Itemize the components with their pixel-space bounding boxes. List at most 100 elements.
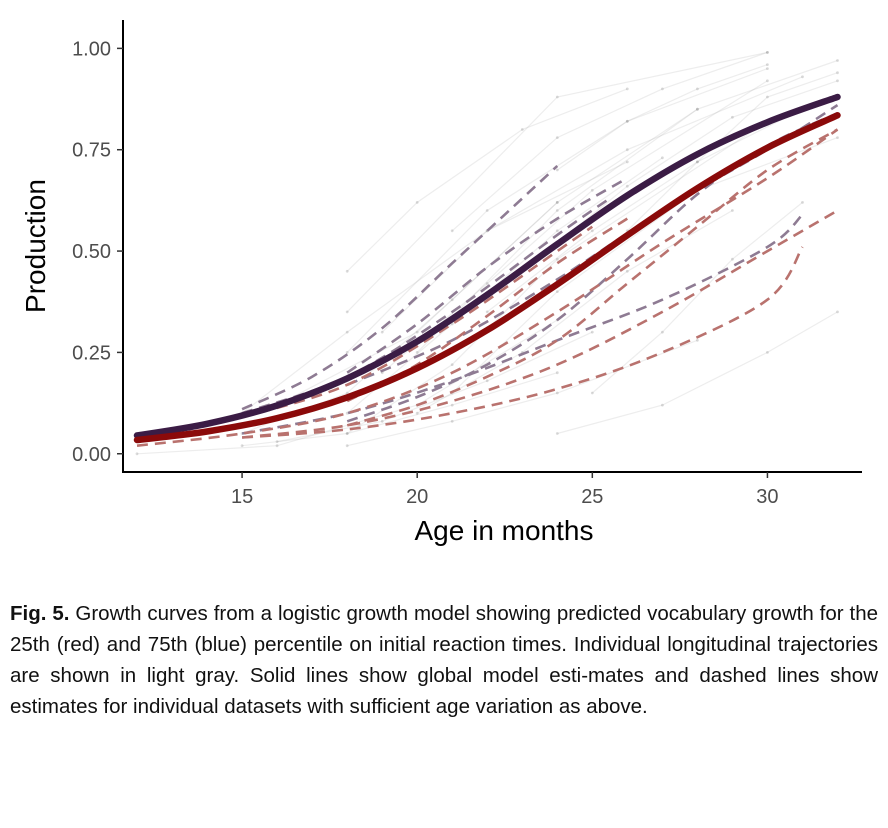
trajectory-point [696,160,699,164]
trajectory-point [625,148,629,152]
trajectory-point [731,115,734,119]
trajectory-line-20 [241,161,628,414]
trajectory-point [766,351,769,354]
trajectory-point [766,67,769,70]
trajectory-point [345,411,349,415]
trajectory-point [450,403,454,407]
trajectory-point [380,330,384,334]
trajectory-point [661,87,664,91]
figure-label: Fig. 5. [10,602,70,625]
trajectory-point [485,379,489,383]
trajectory-point [450,229,454,233]
y-tick-label: 0.00 [72,444,111,466]
trajectory-point [836,59,839,62]
y-tick-label: 0.25 [72,342,111,364]
trajectory-line-24 [276,331,593,443]
trajectory-point [590,229,594,233]
trajectory-point [345,310,349,314]
trajectory-point [590,188,594,192]
trajectory-point [555,290,559,293]
trajectory-point [485,282,489,285]
trajectory-point [450,298,454,302]
trajectory-line-23 [346,51,768,313]
trajectory-point [625,119,629,123]
trajectory-line-13 [346,88,628,272]
trajectory-point [696,107,699,111]
solid-series-2 [133,112,841,444]
global-model-curves [133,93,841,444]
trajectory-point [625,160,629,164]
trajectory-point [520,128,524,131]
trajectory-point [450,363,454,366]
caption-text: Growth curves from a logistic growth mod… [10,602,878,718]
dashed-series-9 [136,128,839,447]
x-tick-label: 15 [231,486,253,508]
trajectory-point [766,79,769,83]
trajectory-point [696,87,699,91]
trajectory-point [345,444,349,448]
trajectory-point [345,351,349,354]
y-tick-label: 0.75 [72,140,111,162]
trajectory-point [661,403,664,407]
figure-caption: Fig. 5. Growth curves from a logistic gr… [10,598,878,722]
trajectory-point [555,371,559,375]
growth-curve-chart: 15 20 25 30 0.00 0.25 0.50 0.75 1.00 Age in mont… [20,20,862,546]
trajectory-point [555,391,559,395]
trajectory-point [415,201,419,204]
trajectory-point [661,156,664,160]
trajectory-point [240,444,244,448]
trajectory-point [275,440,279,443]
trajectory-point [836,79,839,83]
trajectory-point [345,432,349,435]
axes [122,20,862,473]
trajectory-point [555,95,559,99]
trajectory-point [696,160,699,164]
trajectory-point [485,310,489,314]
y-axis-title: Production [20,179,51,313]
trajectory-point [766,51,769,54]
trajectory-line-9 [242,372,558,447]
trajectory-point [450,419,454,423]
trajectory-point [380,419,384,423]
axis-ticks: 15 20 25 30 0.00 0.25 0.50 0.75 1.00 [72,38,778,508]
y-tick-label: 1.00 [72,38,111,60]
trajectory-line-17 [381,76,803,333]
dashed-series-10 [241,209,839,439]
dashed-series-2 [241,197,611,415]
trajectory-point [696,107,699,111]
trajectory-point [555,209,559,212]
trajectory-point [625,269,629,273]
trajectory-line-1 [136,319,558,455]
trajectory-point [555,201,559,204]
x-tick-label: 30 [756,486,778,508]
trajectory-point [836,136,839,140]
trajectory-point [555,136,559,140]
trajectory-point [590,391,594,395]
trajectory-line-15 [556,64,768,171]
trajectory-point [415,330,419,334]
trajectory-point [275,444,279,448]
trajectory-line-16 [346,120,768,435]
trajectory-point [661,330,664,334]
trajectory-line-3 [346,157,663,414]
x-tick-label: 25 [581,486,603,508]
trajectory-point [555,257,559,261]
trajectory-point [836,71,839,75]
trajectory-line-18 [591,201,803,394]
trajectory-line-22 [626,72,838,232]
trajectory-line-21 [521,80,838,272]
trajectory-point [415,411,419,415]
trajectory-point [345,432,349,435]
dashed-series-6 [346,112,839,423]
trajectory-line-7 [416,59,838,353]
trajectory-point [345,269,349,273]
x-tick-label: 20 [406,486,428,508]
trajectory-point [625,87,629,91]
dashed-series-12 [346,128,839,427]
trajectory-point [696,338,699,342]
trajectory-point [731,257,734,261]
trajectory-point [801,201,804,204]
trajectory-point [836,310,839,314]
y-tick-label: 0.50 [72,241,111,263]
trajectory-point [555,168,559,172]
